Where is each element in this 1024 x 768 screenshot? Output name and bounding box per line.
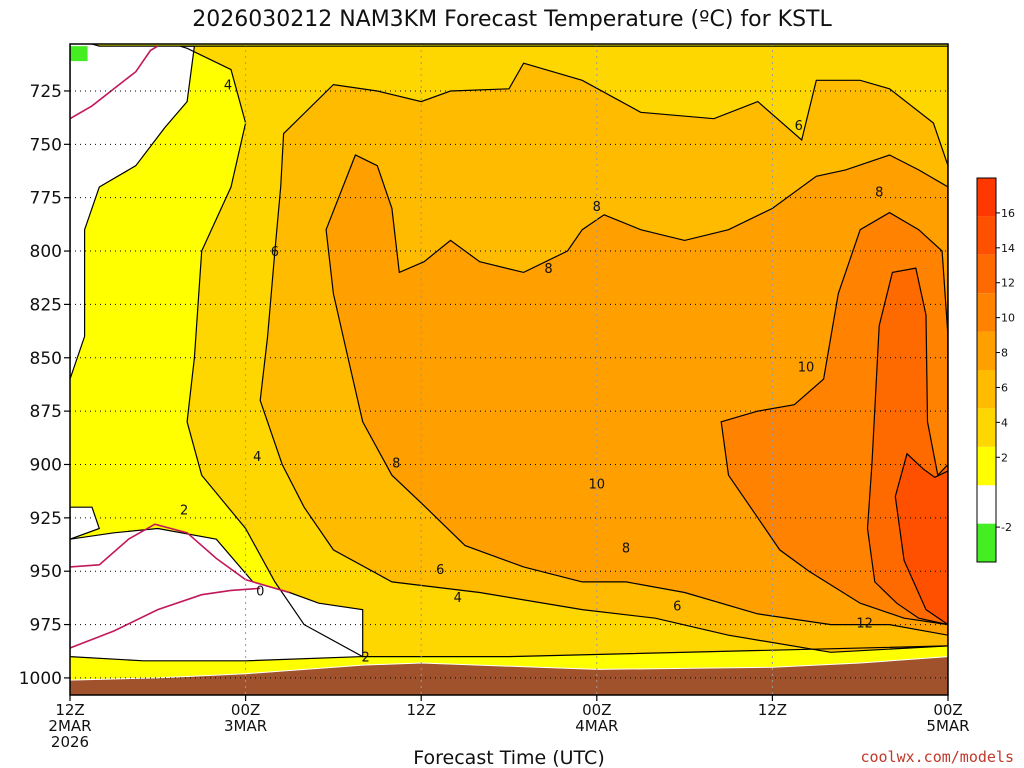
x-tick-label: 00Z <box>582 701 611 719</box>
isotherm-0 <box>70 45 159 120</box>
plot-frame <box>69 43 949 696</box>
isotherm-2 <box>70 506 101 540</box>
isotherm-10 <box>720 211 948 626</box>
x-tick-label: 00Z <box>933 701 962 719</box>
x-tick-label: 12Z <box>55 701 84 719</box>
colorbar-bin <box>977 331 996 370</box>
x-tick-label: 2026 <box>51 733 89 751</box>
temp-region-below-0 <box>70 46 88 62</box>
y-tick-label: 900 <box>30 455 62 475</box>
contour-label: 2 <box>361 651 369 666</box>
terrain-below-ground <box>70 656 948 695</box>
y-tick-label: 875 <box>30 402 62 422</box>
colorbar-bin <box>977 370 996 409</box>
colorbar-tick-label: 2 <box>1001 451 1008 464</box>
contour-label: 6 <box>436 563 444 578</box>
chart-title: 2026030212 NAM3KM Forecast Temperature (… <box>192 7 832 32</box>
colorbar-bin <box>977 254 996 294</box>
y-tick-label: 775 <box>30 189 62 209</box>
colorbar-bin <box>977 216 996 255</box>
contour-label: 0 <box>256 584 264 599</box>
colorbar-tick-label: -2 <box>1001 521 1012 534</box>
plot-area <box>70 44 948 695</box>
temp-region-below-2 <box>70 44 195 380</box>
y-tick-label: 1000 <box>19 669 62 689</box>
colorbar-bin <box>977 485 996 524</box>
colorbar-bin <box>977 446 996 486</box>
colorbar-tick-label: 12 <box>1001 277 1015 290</box>
colorbar-frame <box>976 177 997 563</box>
y-tick-label: 950 <box>30 562 62 582</box>
temp-region-below-2 <box>70 528 363 661</box>
contour-label: 8 <box>392 456 400 471</box>
y-tick-label: 800 <box>30 242 62 262</box>
y-tick-label: 975 <box>30 616 62 636</box>
colorbar-tick-label: 14 <box>1001 242 1015 255</box>
x-tick-label: 3MAR <box>224 717 267 735</box>
grid-lines <box>70 44 948 695</box>
y-tick-label: 825 <box>30 295 62 315</box>
x-tick-label: 12Z <box>407 701 436 719</box>
y-tick-label: 925 <box>30 509 62 529</box>
x-tick-label: 5MAR <box>926 717 969 735</box>
colorbar-bin <box>977 293 996 332</box>
contour-label: 10 <box>589 478 606 493</box>
isotherm-12 <box>866 267 948 626</box>
terrain-fill <box>70 656 948 695</box>
credit-text: coolwx.com/models <box>860 748 1014 766</box>
contour-label: 8 <box>622 542 630 557</box>
y-tick-label: 850 <box>30 349 62 369</box>
x-tick-label: 00Z <box>231 701 260 719</box>
temperature-fills <box>70 44 948 661</box>
y-tick-label: 750 <box>30 135 62 155</box>
contour-label: 6 <box>271 245 279 260</box>
contour-label: 4 <box>454 591 462 606</box>
contour-label: 2 <box>180 503 188 518</box>
temp-region-below-2 <box>70 507 100 540</box>
y-axis: 725 750 775 800 825 850 875 900 925 950 975 1000 <box>19 82 70 689</box>
contour-label: 4 <box>253 450 261 465</box>
colorbar-bin <box>977 523 996 562</box>
y-tick-label: 725 <box>30 82 62 102</box>
isotherm-14 <box>894 452 948 626</box>
temp-region-14 <box>895 453 948 625</box>
isotherm-2 <box>70 527 364 662</box>
contour-label: 8 <box>544 262 552 277</box>
contour-label: 10 <box>798 360 815 375</box>
isotherm-2 <box>70 44 196 380</box>
contour-label: 8 <box>593 200 601 215</box>
colorbar-tick-label: 16 <box>1001 207 1015 220</box>
x-tick-label: 2MAR <box>48 717 91 735</box>
contour-label: 6 <box>795 119 803 134</box>
isotherm-0 <box>70 523 290 594</box>
isotherm-4 <box>179 45 948 658</box>
isotherm-0 <box>70 587 261 649</box>
isotherm-8 <box>325 154 948 636</box>
contour-label: 6 <box>673 599 681 614</box>
x-tick-label: 12Z <box>758 701 787 719</box>
color-bar-legend: -2 2 4 6 8 10 12 14 16 <box>976 177 1015 563</box>
contour-label: 12 <box>856 616 873 631</box>
x-tick-label: 4MAR <box>575 717 618 735</box>
colorbar-bin <box>977 178 996 217</box>
colorbar-bin <box>977 408 996 447</box>
contour-label: 4 <box>224 79 232 94</box>
colorbar-tick-label: 6 <box>1001 381 1008 394</box>
x-axis-label: Forecast Time (UTC) <box>413 747 604 768</box>
colorbar-tick-label: 8 <box>1001 347 1008 360</box>
colorbar-tick-label: 4 <box>1001 416 1008 429</box>
colorbar-tick-label: 10 <box>1001 312 1015 325</box>
contour-label: 8 <box>875 185 883 200</box>
